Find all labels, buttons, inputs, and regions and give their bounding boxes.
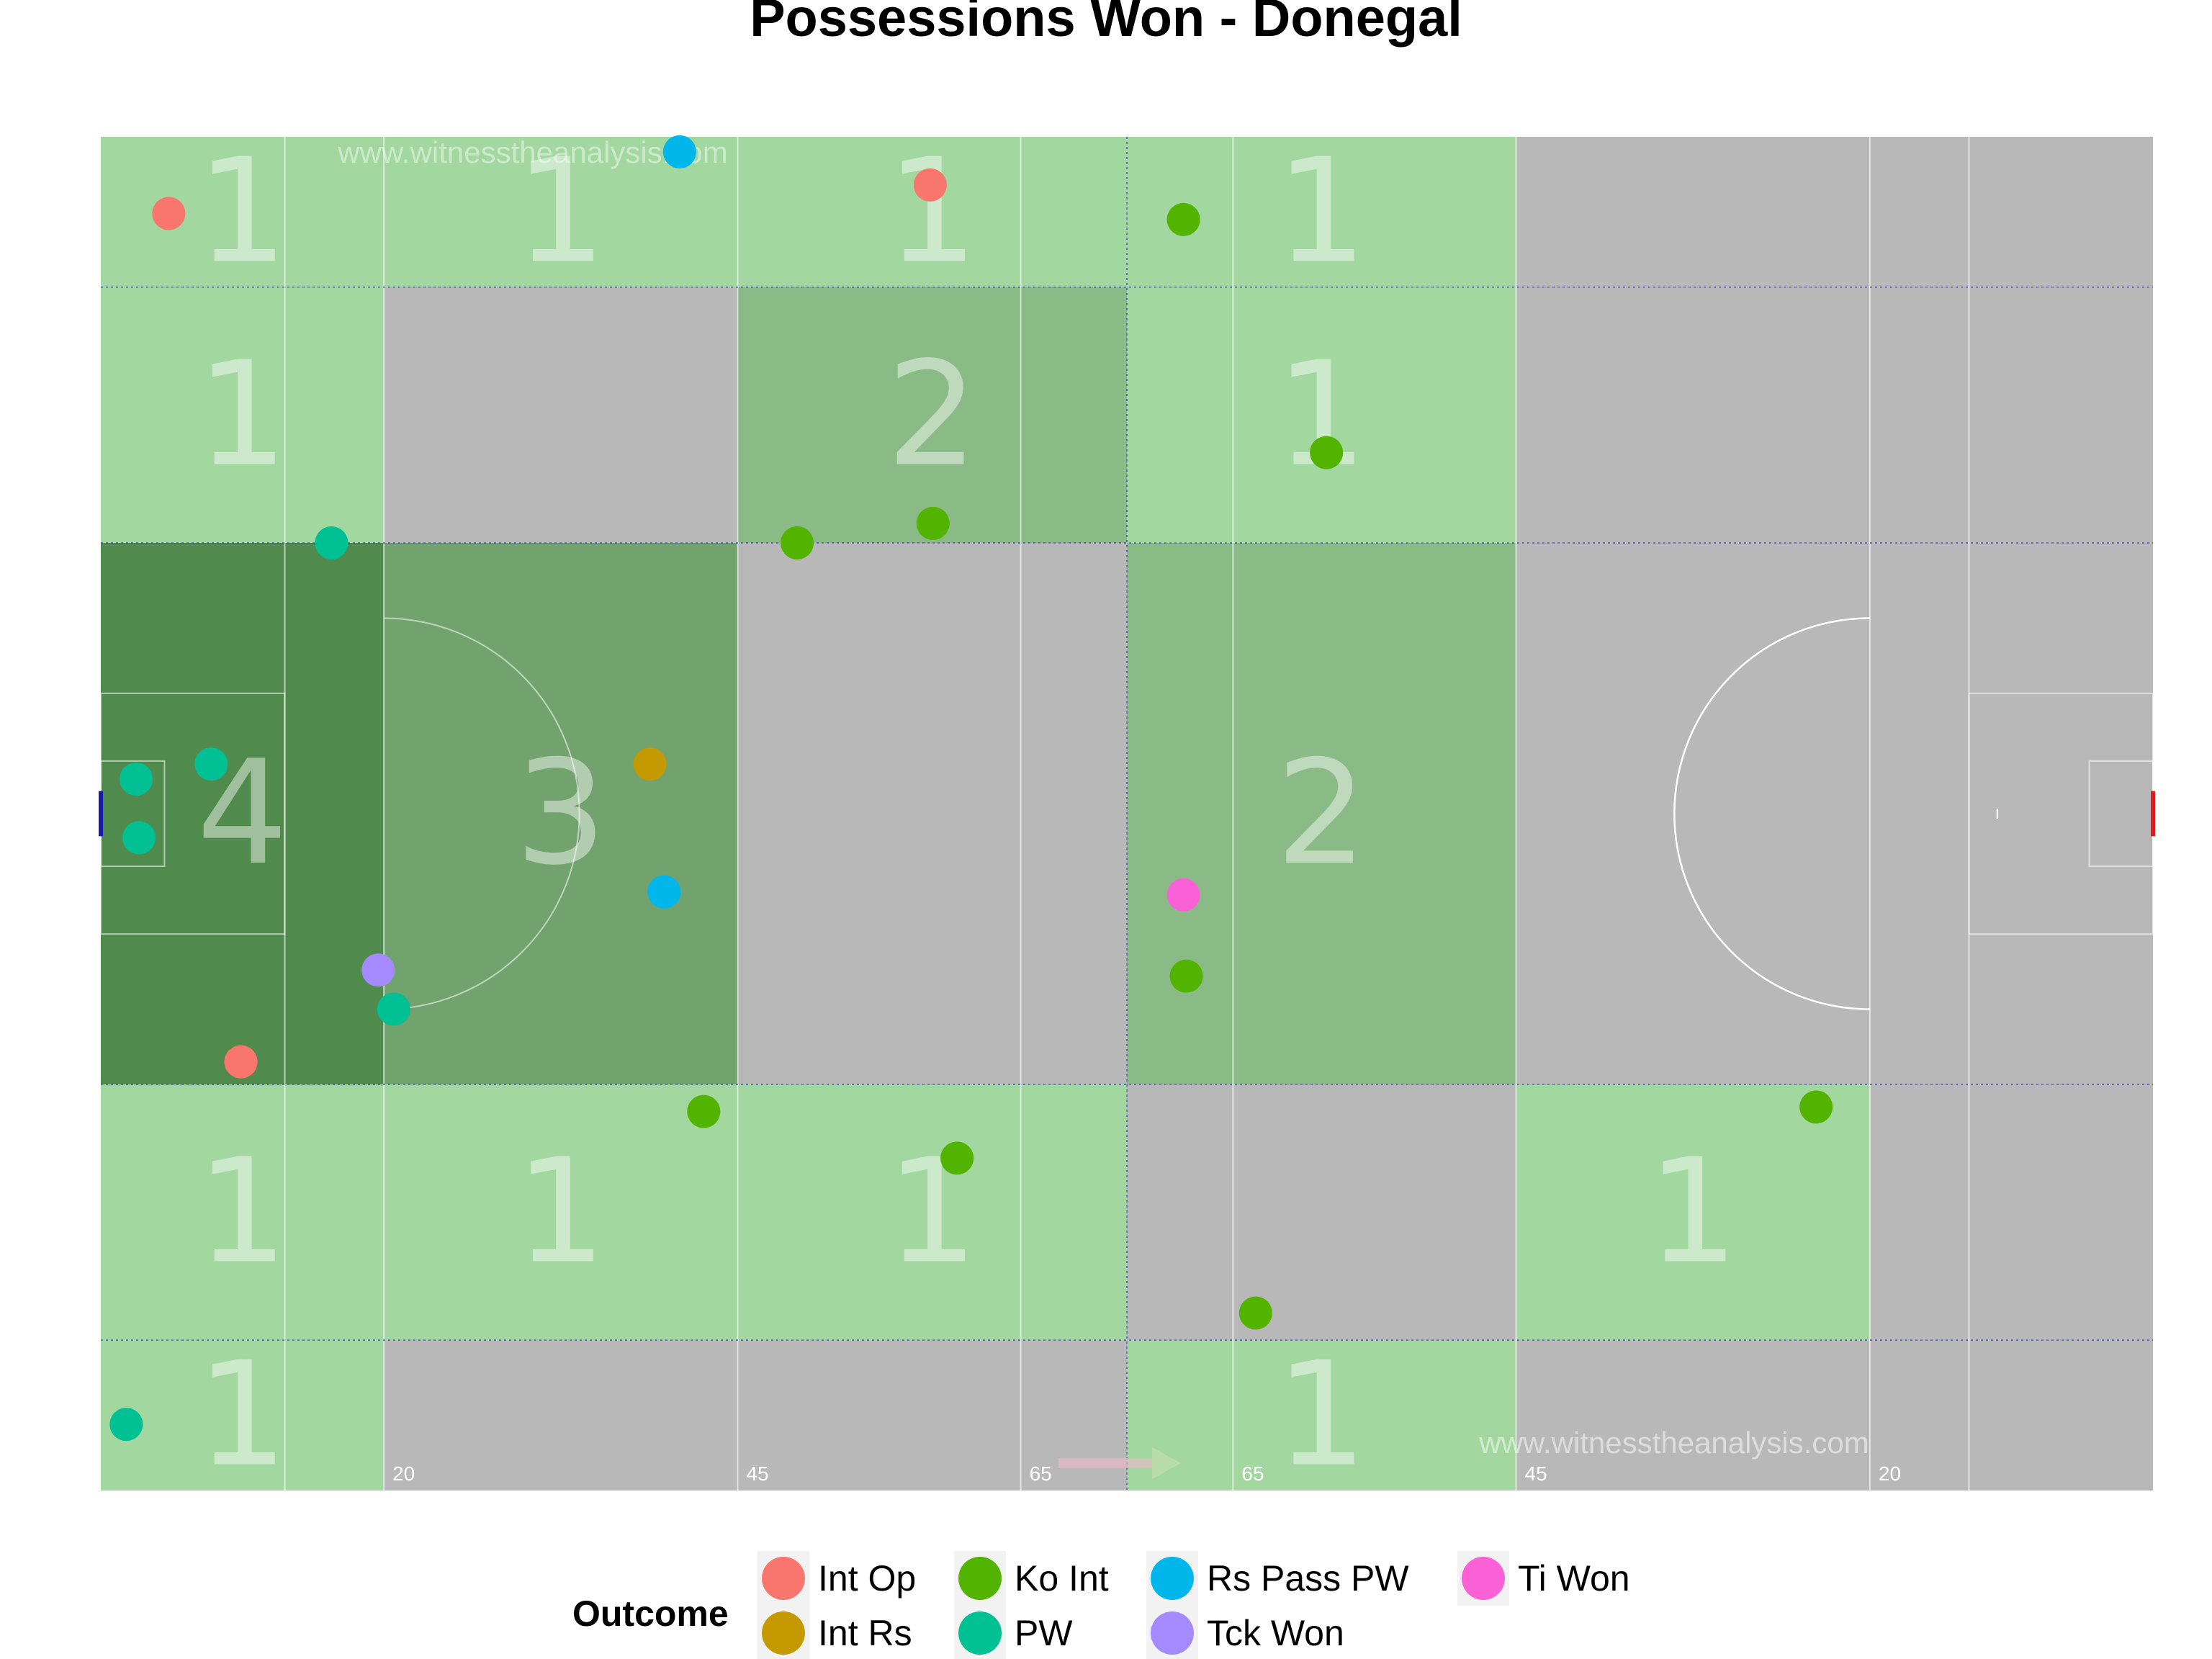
zone-cell: [1127, 287, 1516, 543]
zone-cell: [737, 137, 1127, 287]
legend: Outcome Int Op Int Rs Ko Int PW Rs Pass PW Tck…: [572, 1551, 1630, 1659]
legend-key-pw: [958, 1611, 1002, 1655]
point-pw: [315, 526, 349, 559]
goal-right: [2151, 791, 2155, 837]
legend-key-ko-int: [958, 1557, 1002, 1600]
zone-cell: [737, 1084, 1127, 1341]
point-pw: [109, 1408, 143, 1442]
legend-key-int-rs: [762, 1611, 805, 1655]
data-points: [109, 135, 1833, 1442]
legend-key-rs-pass-pw: [1151, 1557, 1194, 1600]
legend-key-ti-won: [1462, 1557, 1505, 1600]
arc-right: [1673, 617, 1870, 1010]
point-ko-int: [940, 1141, 974, 1175]
distance-label: 65: [1241, 1462, 1264, 1485]
legend-key-tck-won: [1151, 1611, 1194, 1655]
point-int-op: [224, 1045, 258, 1079]
distance-labels: 20 45 65 65 45 20: [392, 1462, 1901, 1485]
point-pw: [194, 747, 228, 781]
zone-count-label: 1: [1276, 1331, 1367, 1499]
legend-label: Int Op: [818, 1558, 916, 1599]
zone-count-label: 1: [1647, 1128, 1739, 1296]
legend-title: Outcome: [572, 1593, 729, 1634]
chart-title: Possessions Won - Donegal: [750, 0, 1462, 48]
zone-count-label: 2: [1276, 729, 1367, 897]
point-ko-int: [1799, 1090, 1833, 1124]
point-pw: [377, 992, 410, 1026]
zone-count-label: 1: [197, 331, 288, 498]
watermarks: www.witnesstheanalysis.com www.witnessthe…: [337, 135, 1869, 1479]
zone-count-label: 1: [515, 1128, 606, 1296]
legend-label: Rs Pass PW: [1207, 1558, 1409, 1599]
arc-left: [384, 617, 580, 1010]
point-ko-int: [687, 1094, 721, 1128]
point-rs-pass-pw: [662, 135, 696, 168]
zone-count-label: 1: [1276, 331, 1367, 498]
zone-cell: [1127, 543, 1516, 1084]
point-ti-won: [1166, 878, 1200, 912]
watermark-bottom: www.witnesstheanalysis.com: [1478, 1426, 1869, 1460]
legend-label: Ti Won: [1518, 1558, 1630, 1599]
watermark-top: www.witnesstheanalysis.com: [337, 135, 728, 169]
legend-label: Int Rs: [818, 1613, 912, 1653]
distance-label: 20: [392, 1462, 415, 1485]
zone-count-label: 1: [1276, 127, 1367, 295]
zone-cell: [101, 1340, 385, 1491]
zone-count-label: 1: [197, 127, 288, 295]
point-pw: [120, 762, 153, 796]
distance-label: 20: [1879, 1462, 1901, 1485]
point-pw: [122, 821, 156, 855]
distance-label: 45: [1525, 1462, 1547, 1485]
distance-label: 65: [1030, 1462, 1052, 1485]
point-int-op: [913, 168, 947, 202]
point-int-op: [152, 197, 186, 230]
point-int-rs: [633, 747, 667, 781]
point-ko-int: [781, 526, 814, 559]
zone-cell: [737, 287, 1127, 543]
zone-cell: [1516, 1084, 1870, 1341]
zone-cell: [101, 543, 385, 1084]
pitch-markings: [99, 137, 2155, 1491]
point-ko-int: [1166, 202, 1200, 236]
legend-key-int-op: [762, 1557, 805, 1600]
distance-label: 45: [746, 1462, 768, 1485]
zone-counts: 1 1 1 11 2 14 3 21 1 1 11 1: [197, 127, 1739, 1498]
zone-count-label: 1: [197, 1128, 288, 1296]
point-rs-pass-pw: [647, 875, 681, 909]
zone-count-label: 1: [515, 127, 606, 295]
zone-count-label: 3: [515, 729, 606, 897]
point-ko-int: [916, 506, 950, 540]
zone-cell: [101, 287, 385, 543]
direction-arrowhead-icon: [1152, 1447, 1181, 1479]
legend-label: Ko Int: [1015, 1558, 1109, 1599]
zone-cell: [384, 543, 738, 1084]
point-ko-int: [1310, 436, 1344, 469]
legend-label: Tck Won: [1207, 1613, 1344, 1653]
point-ko-int: [1238, 1296, 1272, 1330]
zone-cell: [384, 1084, 738, 1341]
zone-cell: [101, 137, 385, 287]
point-ko-int: [1169, 959, 1203, 993]
point-tck-won: [361, 953, 395, 987]
zone-count-label: 1: [886, 127, 978, 295]
zone-cell: [101, 1084, 385, 1341]
zone-count-label: 1: [197, 1331, 288, 1499]
zone-count-label: 2: [886, 331, 978, 498]
goal-left: [99, 791, 103, 837]
legend-label: PW: [1015, 1613, 1073, 1653]
zone-cell: [1127, 1340, 1516, 1491]
